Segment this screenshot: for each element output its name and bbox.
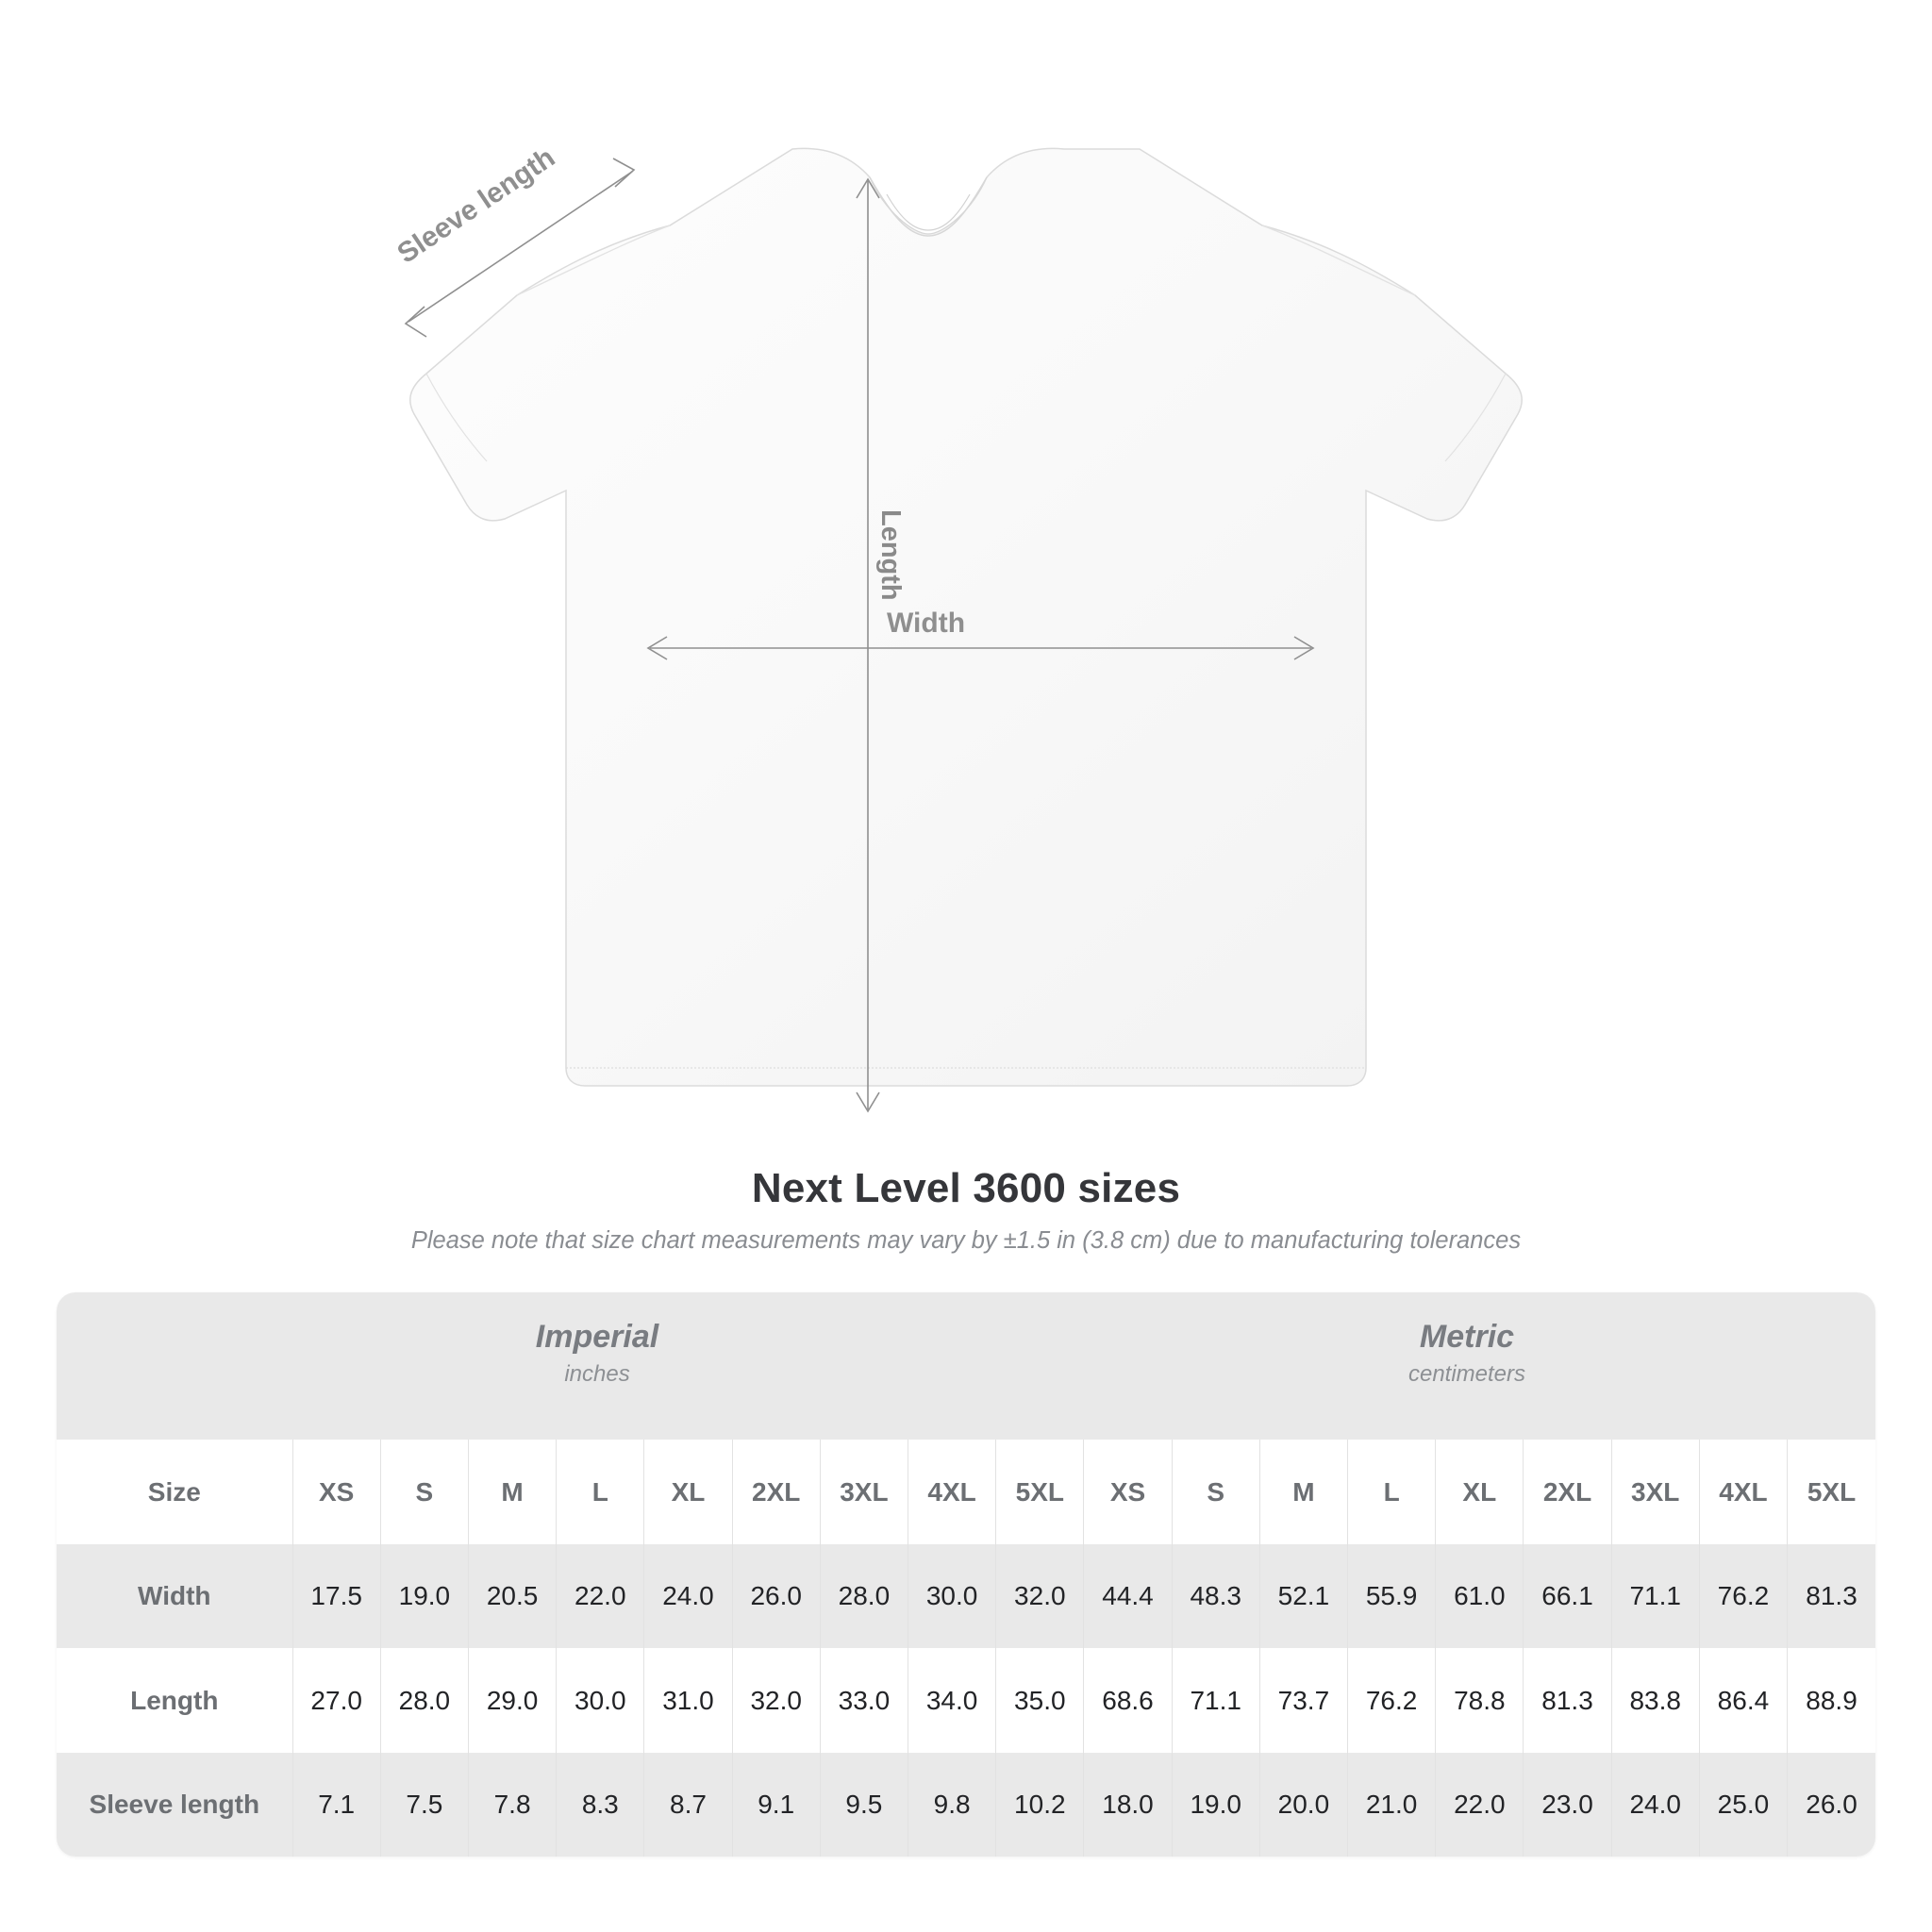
svg-text:Width: Width — [887, 608, 965, 639]
svg-text:Sleeve length: Sleeve length — [391, 142, 560, 270]
svg-text:Length: Length — [875, 509, 906, 601]
